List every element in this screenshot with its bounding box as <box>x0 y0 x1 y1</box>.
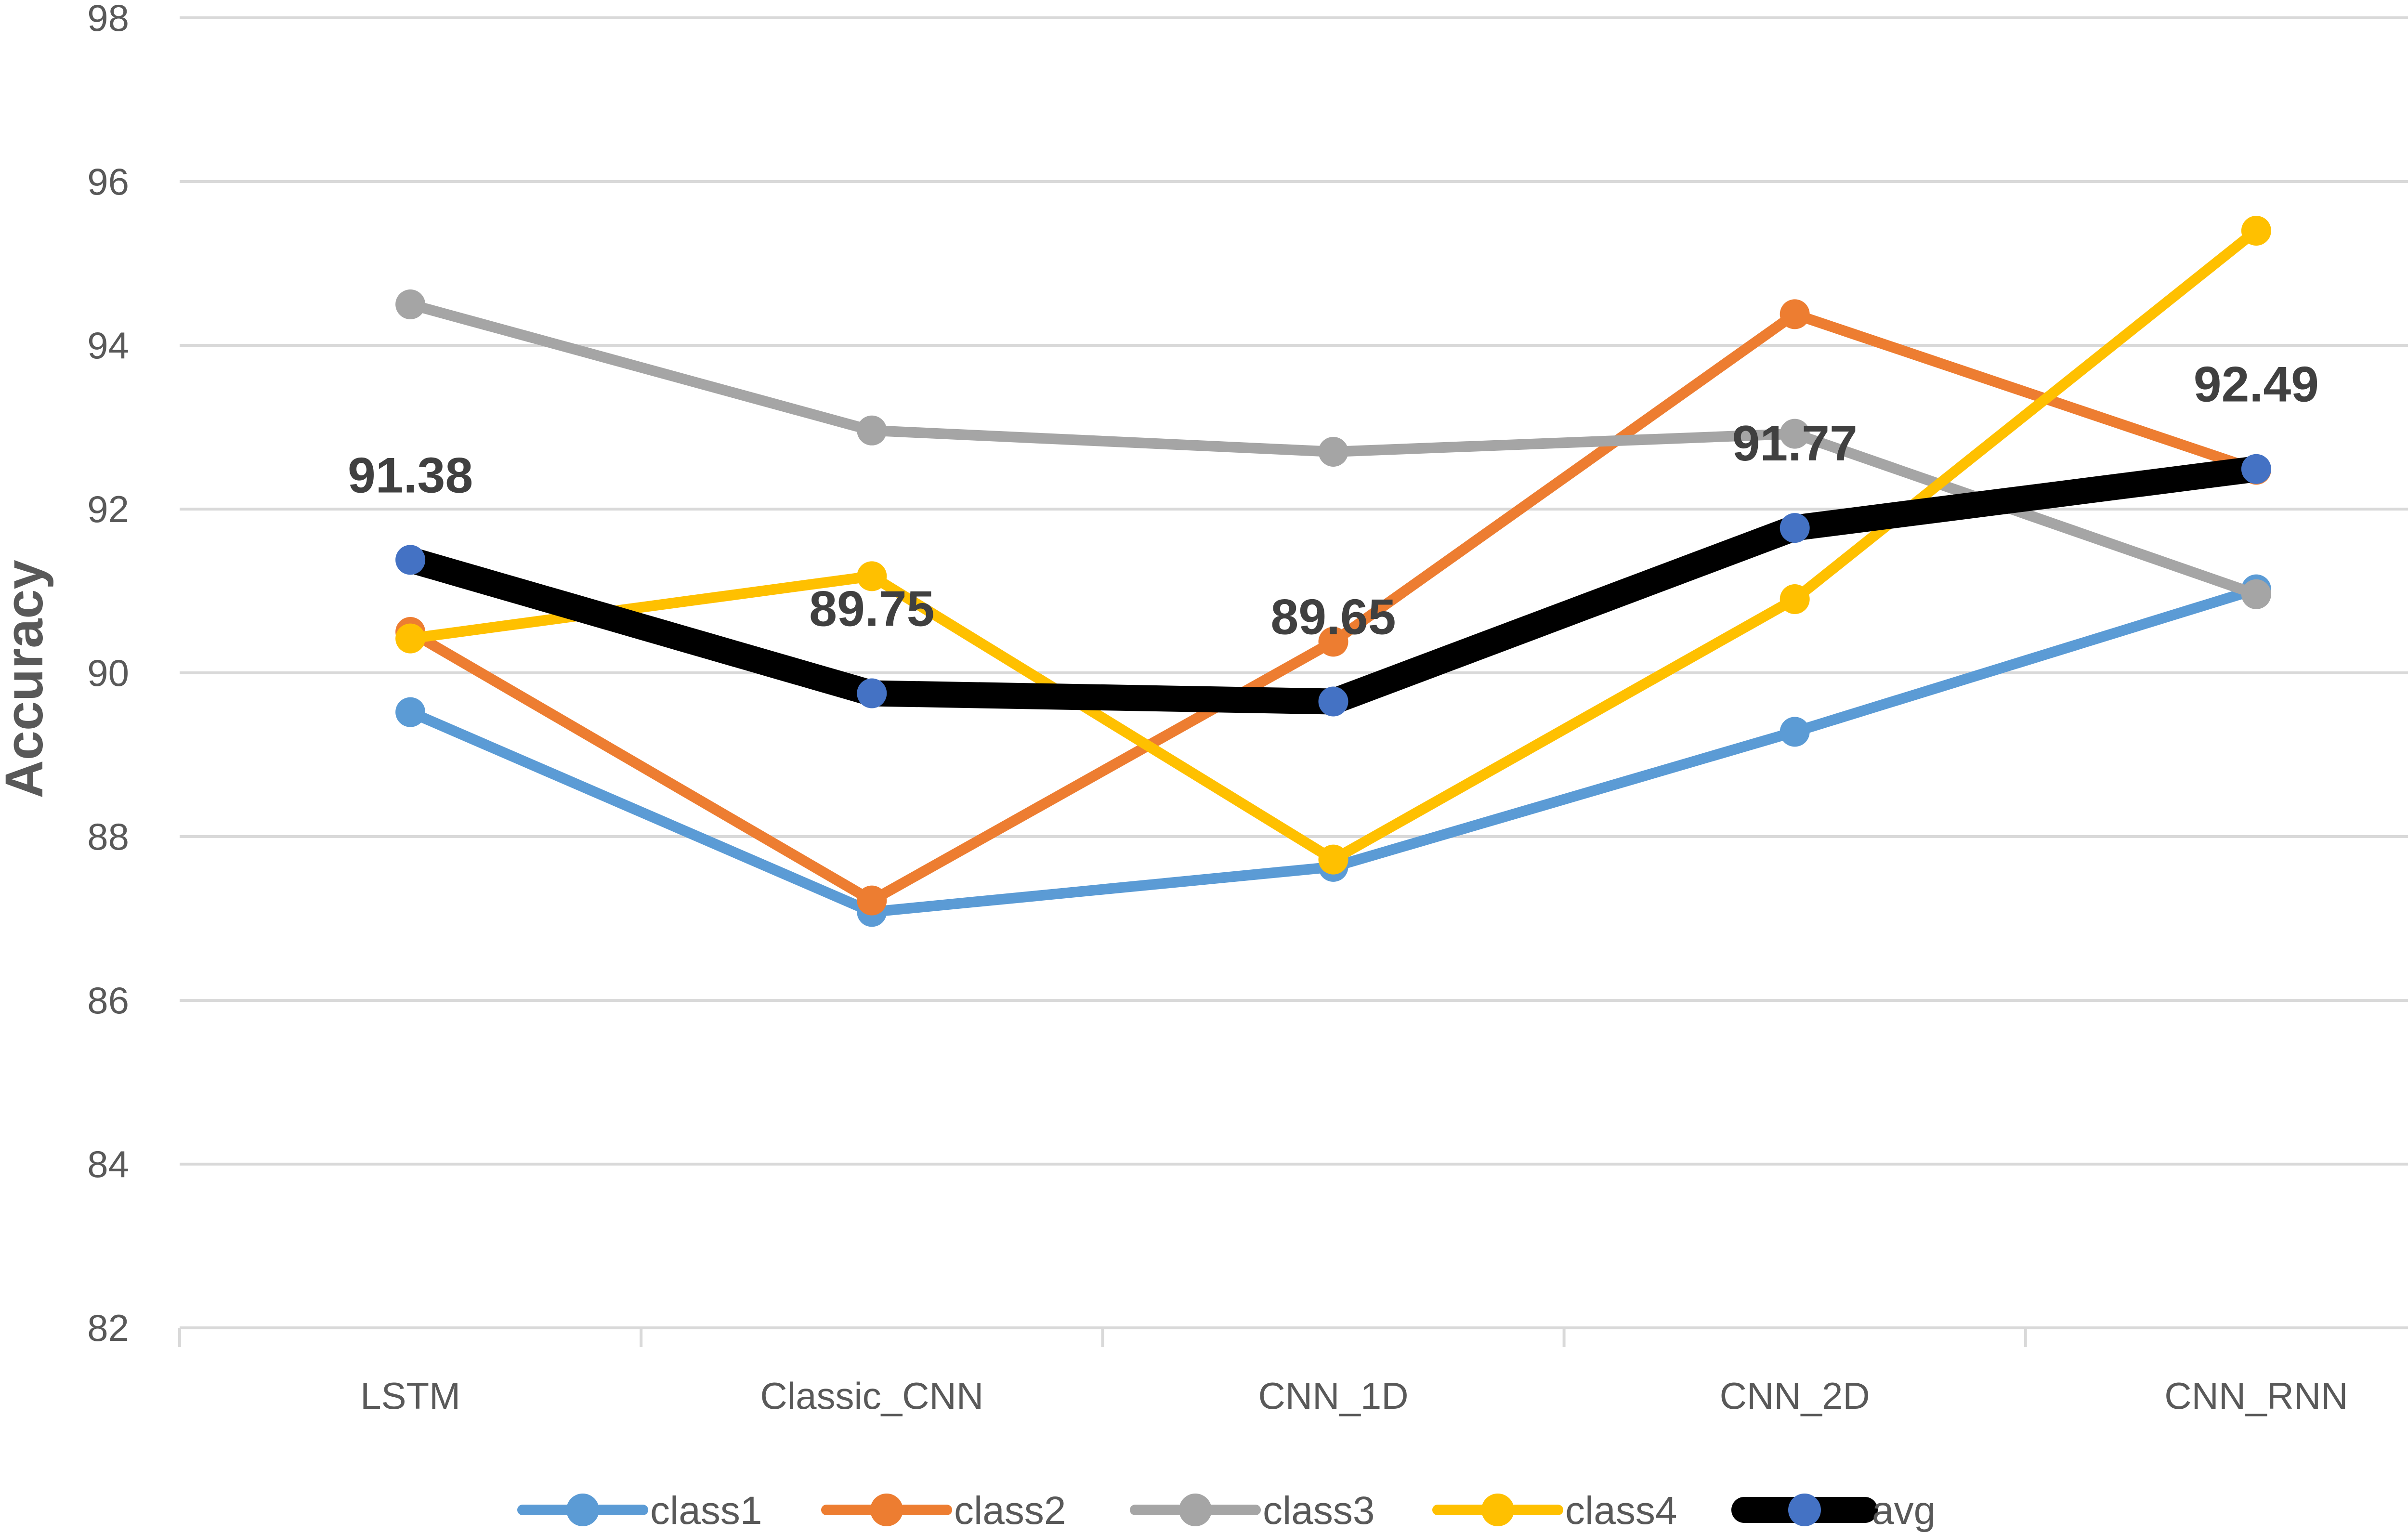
y-tick-label: 94 <box>87 324 129 367</box>
marker-class1 <box>395 697 426 727</box>
marker-class3 <box>1318 437 1348 467</box>
legend: class1 class2 class3 class4 avg <box>517 1489 1936 1533</box>
legend-label: avg <box>1872 1489 1936 1533</box>
y-tick-label: 82 <box>87 1307 129 1349</box>
y-tick-label: 90 <box>87 652 129 694</box>
marker-class3 <box>2241 579 2271 609</box>
y-tick-label: 92 <box>87 488 129 530</box>
x-axis-tick-labels: LSTM Classic_CNN CNN_1D CNN_2D CNN_RNN <box>360 1375 2348 1417</box>
series-class3 <box>395 289 2271 609</box>
y-tick-label: 88 <box>87 815 129 858</box>
series-line-class4 <box>405 225 2262 865</box>
legend-label: class4 <box>1565 1489 1677 1533</box>
data-label: 91.77 <box>1732 416 1858 472</box>
y-axis-title: Accuracy <box>0 560 54 798</box>
legend-item-class2: class2 <box>821 1489 1066 1533</box>
y-axis-tick-labels: 82 84 86 88 90 92 94 96 98 <box>87 0 129 1349</box>
data-label: 91.38 <box>348 447 473 503</box>
marker-avg <box>857 678 887 708</box>
marker-class3 <box>857 415 887 446</box>
y-tick-label: 84 <box>87 1143 129 1185</box>
marker-class4 <box>1780 584 1810 614</box>
x-axis <box>178 1326 2408 1347</box>
y-tick-label: 98 <box>87 0 129 39</box>
data-label: 92.49 <box>2194 357 2319 413</box>
legend-marker <box>566 1494 599 1526</box>
data-label: 89.75 <box>809 581 934 637</box>
y-tick-label: 86 <box>87 979 129 1022</box>
marker-class4 <box>2241 216 2271 246</box>
series-line-avg <box>397 456 2269 715</box>
legend-item-class1: class1 <box>517 1489 762 1533</box>
data-label: 89.65 <box>1270 590 1396 645</box>
marker-avg <box>1780 513 1810 543</box>
y-tick-label: 96 <box>87 160 129 203</box>
marker-class4 <box>395 623 426 654</box>
series-class4 <box>395 216 2271 875</box>
marker-avg <box>2241 454 2271 484</box>
marker-class2 <box>857 885 887 916</box>
x-tick-label: CNN_RNN <box>2164 1375 2348 1417</box>
legend-item-class3: class3 <box>1130 1489 1374 1533</box>
marker-class2 <box>1780 299 1810 329</box>
marker-class3 <box>395 289 426 319</box>
marker-avg <box>1318 686 1348 717</box>
marker-avg <box>395 545 426 575</box>
legend-item-class4: class4 <box>1432 1489 1677 1533</box>
legend-marker <box>870 1494 903 1526</box>
x-tick-label: Classic_CNN <box>760 1375 983 1417</box>
gridlines <box>180 16 2408 1329</box>
data-labels: 91.38 89.75 89.65 91.77 92.49 <box>348 357 2319 645</box>
x-tick-label: CNN_2D <box>1720 1375 1870 1417</box>
legend-label: class1 <box>650 1489 762 1533</box>
marker-class1 <box>1780 717 1810 747</box>
legend-label: class2 <box>954 1489 1066 1533</box>
legend-label: class3 <box>1263 1489 1374 1533</box>
series-avg <box>395 454 2271 717</box>
x-tick-label: LSTM <box>360 1375 460 1417</box>
legend-item-avg: avg <box>1731 1489 1936 1533</box>
legend-marker <box>1481 1494 1514 1526</box>
legend-marker <box>1179 1494 1212 1526</box>
marker-class4 <box>857 561 887 591</box>
series-lines <box>395 216 2271 927</box>
x-tick-label: CNN_1D <box>1258 1375 1408 1417</box>
marker-class3 <box>1780 419 1810 449</box>
marker-class2 <box>1318 627 1348 657</box>
marker-class4 <box>1318 844 1348 875</box>
legend-marker <box>1788 1494 1821 1526</box>
